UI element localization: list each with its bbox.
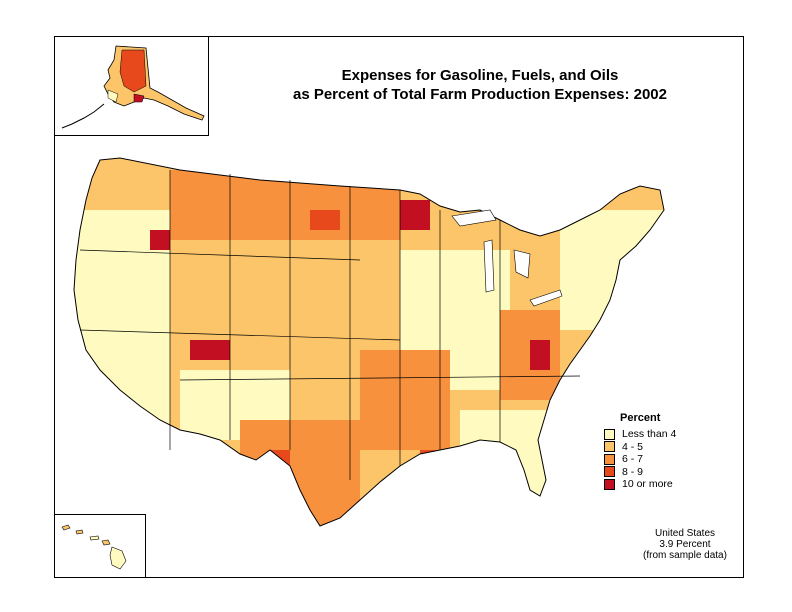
state-boundaries [79, 170, 581, 480]
legend-swatch [604, 478, 615, 490]
hawaii-inset [54, 514, 146, 578]
legend-item: 8 - 9 [604, 466, 676, 479]
legend-item: 10 or more [604, 478, 676, 491]
legend-item: 6 - 7 [604, 453, 676, 466]
summary-line-1: United States [654, 528, 716, 539]
us-summary: United States 3.9 Percent (from sample d… [640, 528, 730, 561]
legend-swatch [604, 453, 615, 465]
us-choropleth-map [73, 157, 665, 527]
legend-label: 10 or more [622, 478, 673, 491]
summary-line-3: (from sample data) [643, 550, 727, 561]
legend-swatch [604, 428, 615, 440]
legend-label: 6 - 7 [622, 453, 644, 466]
lake-superior [451, 209, 497, 227]
title-line-2: as Percent of Total Farm Production Expe… [292, 86, 667, 103]
legend-item: 4 - 5 [604, 441, 676, 454]
alaska-inset [54, 36, 209, 136]
lake-michigan [483, 239, 495, 293]
hawaii-map [61, 524, 127, 570]
legend-label: Less than 4 [622, 428, 677, 441]
title-line-1: Expenses for Gasoline, Fuels, and Oils [341, 67, 619, 84]
legend-swatch [604, 441, 615, 453]
legend-label: 8 - 9 [622, 465, 644, 478]
legend-label: 4 - 5 [622, 440, 644, 453]
legend-title: Percent [620, 412, 661, 424]
alaska-map [61, 45, 205, 129]
lake-huron [513, 249, 531, 279]
summary-line-2: 3.9 Percent [659, 539, 711, 550]
legend-swatch [604, 466, 615, 478]
lake-erie [529, 289, 563, 307]
map-title: Expenses for Gasoline, Fuels, and Oils a… [270, 66, 690, 104]
legend-item: Less than 4 [604, 428, 676, 441]
